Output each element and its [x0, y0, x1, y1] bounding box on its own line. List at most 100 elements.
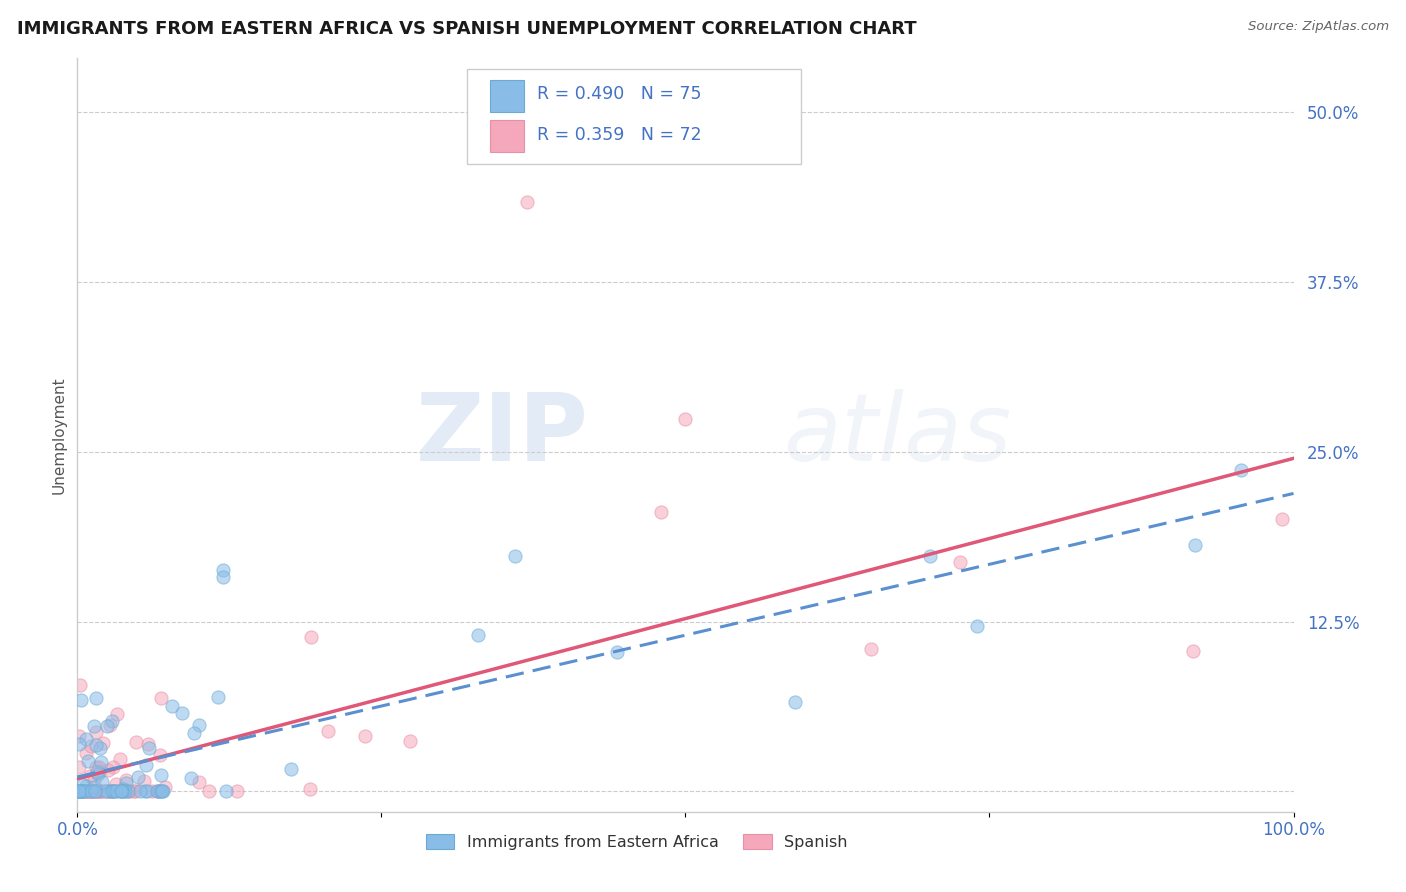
Point	[84, 691, 107, 706]
Point	[67, 729, 90, 743]
Point	[89, 784, 111, 798]
Point	[783, 695, 806, 709]
Point	[73, 784, 96, 798]
Point	[111, 784, 134, 798]
Point	[70, 784, 93, 798]
Point	[136, 737, 159, 751]
Point	[122, 784, 145, 798]
Point	[399, 733, 422, 747]
Point	[128, 784, 150, 798]
Point	[503, 549, 526, 563]
Point	[114, 773, 136, 788]
Point	[172, 706, 194, 721]
Point	[187, 775, 209, 789]
Legend: Immigrants from Eastern Africa, Spanish: Immigrants from Eastern Africa, Spanish	[419, 828, 855, 856]
Point	[104, 784, 127, 798]
Point	[141, 784, 163, 798]
Point	[67, 784, 90, 798]
Point	[127, 770, 149, 784]
Point	[226, 784, 249, 798]
Point	[75, 779, 97, 793]
Point	[72, 778, 94, 792]
Point	[69, 678, 91, 692]
Point	[103, 784, 125, 798]
Point	[146, 784, 169, 798]
Point	[212, 564, 235, 578]
Point	[79, 784, 101, 798]
Point	[101, 714, 124, 729]
Point	[90, 775, 112, 789]
Point	[115, 775, 138, 789]
Point	[89, 760, 111, 774]
Text: Source: ZipAtlas.com: Source: ZipAtlas.com	[1249, 20, 1389, 33]
Point	[949, 555, 972, 569]
Point	[918, 549, 941, 563]
Point	[124, 734, 146, 748]
Point	[110, 784, 132, 798]
Point	[187, 718, 209, 732]
Point	[101, 784, 124, 798]
Point	[84, 724, 107, 739]
Point	[90, 756, 112, 770]
Point	[150, 784, 173, 798]
Point	[87, 784, 110, 798]
Point	[280, 763, 302, 777]
Point	[117, 784, 139, 798]
FancyBboxPatch shape	[489, 120, 523, 152]
Point	[148, 784, 170, 798]
Point	[67, 760, 90, 774]
Point	[516, 195, 538, 210]
Point	[77, 784, 100, 798]
Point	[135, 784, 157, 798]
Point	[966, 618, 988, 632]
Point	[108, 751, 131, 765]
Point	[110, 784, 132, 798]
Point	[89, 784, 111, 798]
Point	[212, 570, 235, 584]
Point	[675, 411, 697, 425]
Text: ZIP: ZIP	[415, 389, 588, 481]
Point	[148, 784, 170, 798]
Point	[90, 784, 112, 798]
Point	[79, 769, 101, 783]
Point	[89, 764, 111, 778]
Point	[207, 690, 229, 704]
Point	[101, 784, 124, 798]
Point	[86, 738, 108, 752]
Point	[83, 784, 105, 798]
Point	[90, 784, 112, 798]
Point	[1182, 644, 1205, 658]
Point	[75, 746, 97, 760]
Point	[77, 784, 100, 798]
Point	[97, 784, 120, 798]
Point	[100, 784, 122, 798]
Point	[91, 736, 114, 750]
Y-axis label: Unemployment: Unemployment	[51, 376, 66, 493]
Point	[84, 784, 107, 798]
Point	[77, 755, 100, 769]
Point	[96, 784, 118, 798]
Text: R = 0.490   N = 75: R = 0.490 N = 75	[537, 86, 702, 103]
Point	[198, 784, 221, 798]
Point	[104, 777, 127, 791]
Point	[82, 784, 104, 798]
Point	[84, 784, 107, 798]
Point	[108, 784, 131, 798]
Point	[112, 784, 135, 798]
Point	[100, 784, 122, 798]
Point	[1271, 512, 1294, 526]
Point	[105, 706, 128, 721]
Point	[316, 724, 339, 739]
Point	[83, 780, 105, 794]
Point	[299, 781, 322, 796]
Point	[114, 784, 136, 798]
FancyBboxPatch shape	[489, 80, 523, 112]
Point	[180, 772, 202, 786]
Point	[94, 784, 117, 798]
Point	[149, 747, 172, 762]
Point	[124, 784, 146, 798]
Point	[120, 784, 142, 798]
Point	[79, 784, 101, 798]
Point	[152, 784, 174, 798]
Point	[117, 784, 139, 798]
